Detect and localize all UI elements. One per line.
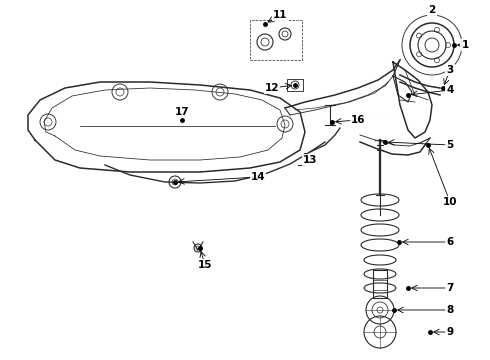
Text: 3: 3 bbox=[446, 65, 454, 75]
Text: 10: 10 bbox=[443, 197, 457, 207]
Text: 8: 8 bbox=[446, 305, 454, 315]
Text: 15: 15 bbox=[198, 260, 212, 270]
Text: 1: 1 bbox=[462, 40, 468, 50]
Text: 11: 11 bbox=[273, 10, 287, 20]
Bar bbox=[287, 79, 303, 91]
Text: 4: 4 bbox=[446, 85, 454, 95]
Text: 12: 12 bbox=[265, 83, 279, 93]
Text: 5: 5 bbox=[446, 140, 454, 150]
Text: 16: 16 bbox=[351, 115, 365, 125]
Text: 7: 7 bbox=[446, 283, 454, 293]
Text: 17: 17 bbox=[175, 107, 189, 117]
Text: 9: 9 bbox=[446, 327, 454, 337]
Bar bbox=[373, 270, 387, 298]
Bar bbox=[250, 20, 302, 60]
Text: 13: 13 bbox=[303, 155, 317, 165]
Text: 14: 14 bbox=[251, 172, 265, 182]
Text: 2: 2 bbox=[428, 5, 436, 15]
Text: 6: 6 bbox=[446, 237, 454, 247]
